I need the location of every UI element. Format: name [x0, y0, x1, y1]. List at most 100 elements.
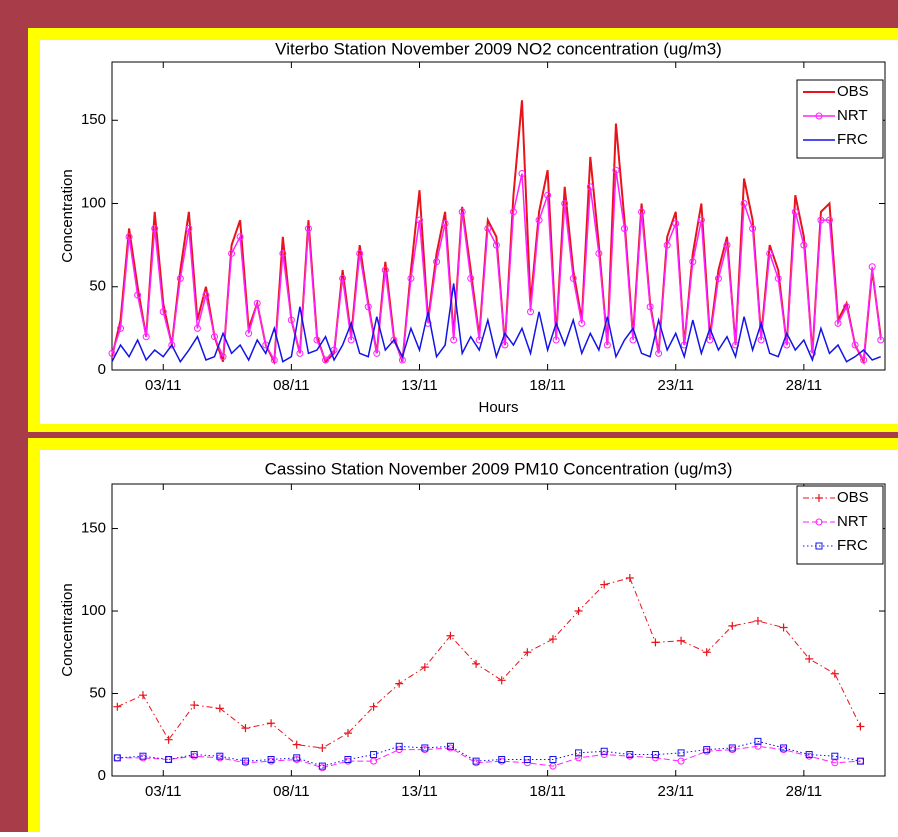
point [856, 722, 865, 731]
point [620, 224, 628, 232]
point [293, 754, 301, 762]
point [113, 754, 121, 762]
point [629, 336, 637, 344]
point [574, 607, 583, 616]
x-tick-label: 13/11 [401, 377, 437, 394]
y-tick-label: 150 [81, 111, 106, 128]
series-line [111, 283, 882, 364]
point [600, 580, 609, 589]
point [267, 756, 275, 764]
series-line [111, 170, 882, 363]
point [370, 757, 378, 765]
point [783, 341, 791, 349]
y-tick-label: 150 [81, 520, 106, 537]
x-tick-label: 28/11 [786, 377, 822, 394]
point [142, 333, 150, 341]
point [527, 308, 535, 316]
point [395, 679, 404, 688]
y-tick-label: 100 [81, 602, 106, 619]
point [805, 751, 813, 759]
point [241, 757, 249, 765]
point [672, 219, 680, 227]
point [754, 742, 762, 750]
point [766, 249, 774, 257]
point [241, 724, 250, 733]
y-tick-label: 0 [98, 361, 106, 378]
legend-label: OBS [837, 83, 869, 100]
point [313, 336, 321, 344]
point [472, 659, 481, 668]
point [805, 654, 814, 663]
x-tick-label: 18/11 [529, 377, 565, 394]
legend-label: FRC [837, 131, 868, 148]
point [723, 241, 731, 249]
x-tick-label: 18/11 [529, 783, 565, 800]
point [651, 638, 660, 647]
point [779, 623, 788, 632]
point [176, 274, 184, 282]
point [706, 336, 714, 344]
y-axis-label: Concentration [59, 169, 76, 262]
legend-label: NRT [837, 513, 868, 530]
point [185, 224, 193, 232]
x-tick-label: 08/11 [273, 783, 309, 800]
point [193, 324, 201, 332]
y-tick-label: 100 [81, 194, 106, 211]
x-tick-label: 13/11 [401, 783, 437, 800]
point [753, 616, 762, 625]
y-tick-label: 50 [89, 684, 106, 701]
point [603, 341, 611, 349]
point [369, 702, 378, 711]
point [702, 648, 711, 657]
legend-marker [815, 542, 823, 550]
point [484, 224, 492, 232]
point [492, 241, 500, 249]
point [318, 762, 326, 770]
point [877, 336, 885, 344]
series-line [117, 745, 861, 769]
point [677, 757, 685, 765]
series-line [117, 740, 861, 767]
point [236, 233, 244, 241]
point [446, 742, 454, 750]
point [575, 749, 583, 757]
point [344, 756, 352, 764]
point [626, 751, 634, 759]
point [689, 258, 697, 266]
point [523, 756, 531, 764]
point [843, 303, 851, 311]
legend-label: NRT [837, 107, 868, 124]
point [749, 224, 757, 232]
point [446, 631, 455, 640]
point [831, 759, 839, 767]
point [347, 336, 355, 344]
point [165, 756, 173, 764]
point [677, 749, 685, 757]
point [740, 200, 748, 208]
point [210, 333, 218, 341]
point [728, 744, 736, 752]
point [168, 341, 176, 349]
point [215, 704, 224, 713]
point [791, 208, 799, 216]
point [441, 219, 449, 227]
point [472, 757, 480, 765]
point [245, 329, 253, 337]
point [728, 621, 737, 630]
point [569, 274, 577, 282]
chart-title: Viterbo Station November 2009 NO2 concen… [275, 39, 722, 58]
point [800, 241, 808, 249]
point [549, 756, 557, 764]
series-line [117, 577, 861, 749]
point [817, 216, 825, 224]
point [113, 702, 122, 711]
point [421, 744, 429, 752]
x-axis-label: Hours [478, 399, 518, 416]
point [703, 746, 711, 754]
point [322, 356, 330, 364]
point [292, 740, 301, 749]
point [646, 303, 654, 311]
point [677, 636, 686, 645]
